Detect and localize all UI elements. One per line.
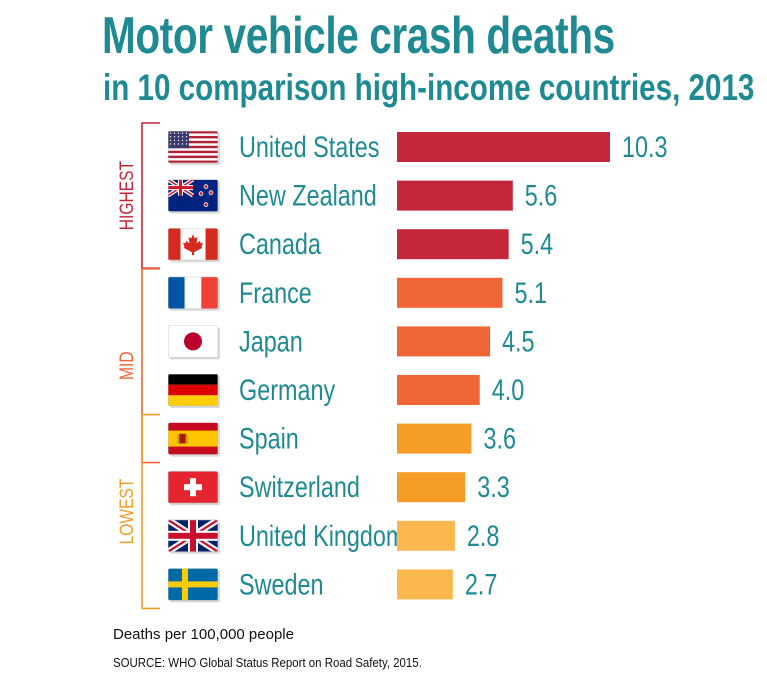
value-label: 10.3 [622,130,668,163]
group-bracket: MID [116,268,160,464]
group-label: LOWEST [116,478,138,544]
category-label: United States [239,130,379,163]
chart-row: Japan 4.5 [168,325,535,360]
sweden-flag-icon [168,568,220,603]
group-bracket: HIGHEST [116,122,160,269]
group-label: HIGHEST [116,161,138,231]
france-flag-icon [168,276,220,311]
switzerland-flag-icon [168,471,220,506]
bar [397,375,480,405]
bar [397,520,455,551]
united-kingdom-flag-icon [168,519,220,554]
bar [397,423,472,454]
chart-row: United States 10.3 [168,130,668,165]
chart-title: Motor vehicle crash deaths [102,7,615,65]
group-label: MID [116,351,138,380]
bar [397,180,513,211]
category-label: Germany [239,373,336,406]
chart-row: France 5.1 [168,276,547,311]
value-label: 2.7 [465,568,498,601]
value-label: 5.6 [525,179,558,212]
value-label: 2.8 [467,519,500,552]
chart-row: Germany 4.0 [168,373,524,408]
category-label: New Zealand [239,179,377,212]
chart-row: Canada 5.4 [168,227,554,263]
category-label: Switzerland [239,470,360,503]
chart-subtitle: in 10 comparison high-income countries, … [103,67,755,108]
category-label: United Kingdom [239,519,405,552]
category-label: France [239,276,312,309]
units-note: Deaths per 100,000 people [113,626,294,643]
chart-row: Spain 3.6 [168,422,516,457]
us-flag-icon [168,131,220,165]
category-label: Japan [239,325,303,358]
value-label: 4.0 [492,373,525,406]
germany-flag-icon [168,374,220,408]
japan-flag-icon [168,325,220,360]
category-label: Sweden [239,568,324,601]
chart-row: New Zealand 5.6 [168,179,557,214]
value-label: 5.4 [521,227,554,260]
category-label: Spain [239,422,299,455]
bar [397,132,610,162]
bar [397,326,491,357]
canada-flag-icon [168,228,220,263]
value-label: 4.5 [502,325,535,358]
bar [397,472,466,503]
value-label: 5.1 [514,276,547,309]
bar [397,229,509,260]
spain-flag-icon [168,422,220,457]
source-note: SOURCE: WHO Global Status Report on Road… [113,655,422,670]
bar [397,277,503,308]
chart-row: United Kingdom 2.8 [168,519,499,554]
value-label: 3.6 [483,422,516,455]
group-bracket: LOWEST [116,413,160,610]
bar [397,569,453,600]
value-label: 3.3 [477,470,510,503]
chart-row: Sweden 2.7 [168,568,497,603]
category-label: Canada [239,227,321,260]
chart-row: Switzerland 3.3 [168,470,510,506]
new-zealand-flag-icon [168,179,220,214]
